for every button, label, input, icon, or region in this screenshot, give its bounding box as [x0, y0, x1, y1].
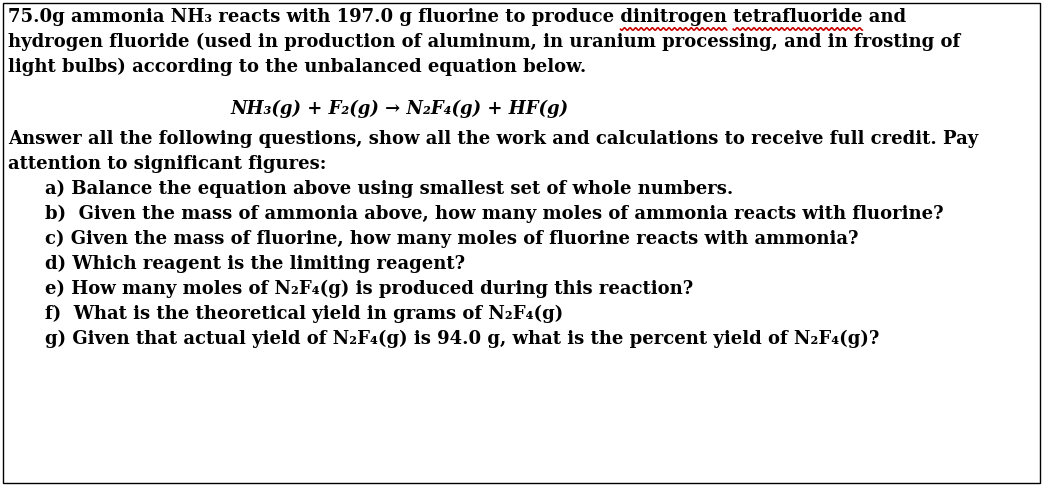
- Text: g) Given that actual yield of N₂F₄(g) is 94.0 g, what is the percent yield of N₂: g) Given that actual yield of N₂F₄(g) is…: [45, 330, 879, 348]
- Text: 75.0g ammonia NH₃ reacts with 197.0 g fluorine to produce dinitrogen tetrafluori: 75.0g ammonia NH₃ reacts with 197.0 g fl…: [8, 8, 906, 26]
- Text: hydrogen fluoride (used in production of aluminum, in uranium processing, and in: hydrogen fluoride (used in production of…: [8, 33, 961, 51]
- Text: Answer all the following questions, show all the work and calculations to receiv: Answer all the following questions, show…: [8, 130, 978, 148]
- Text: NH₃(g) + F₂(g) → N₂F₄(g) + HF(g): NH₃(g) + F₂(g) → N₂F₄(g) + HF(g): [231, 100, 568, 118]
- Text: c) Given the mass of fluorine, how many moles of fluorine reacts with ammonia?: c) Given the mass of fluorine, how many …: [45, 230, 858, 248]
- Text: e) How many moles of N₂F₄(g) is produced during this reaction?: e) How many moles of N₂F₄(g) is produced…: [45, 280, 694, 298]
- Text: b)  Given the mass of ammonia above, how many moles of ammonia reacts with fluor: b) Given the mass of ammonia above, how …: [45, 205, 944, 223]
- Text: attention to significant figures:: attention to significant figures:: [8, 155, 326, 173]
- Text: f)  What is the theoretical yield in grams of N₂F₄(g): f) What is the theoretical yield in gram…: [45, 305, 563, 323]
- Text: a) Balance the equation above using smallest set of whole numbers.: a) Balance the equation above using smal…: [45, 180, 733, 198]
- Text: d) Which reagent is the limiting reagent?: d) Which reagent is the limiting reagent…: [45, 255, 465, 273]
- Text: light bulbs) according to the unbalanced equation below.: light bulbs) according to the unbalanced…: [8, 58, 586, 76]
